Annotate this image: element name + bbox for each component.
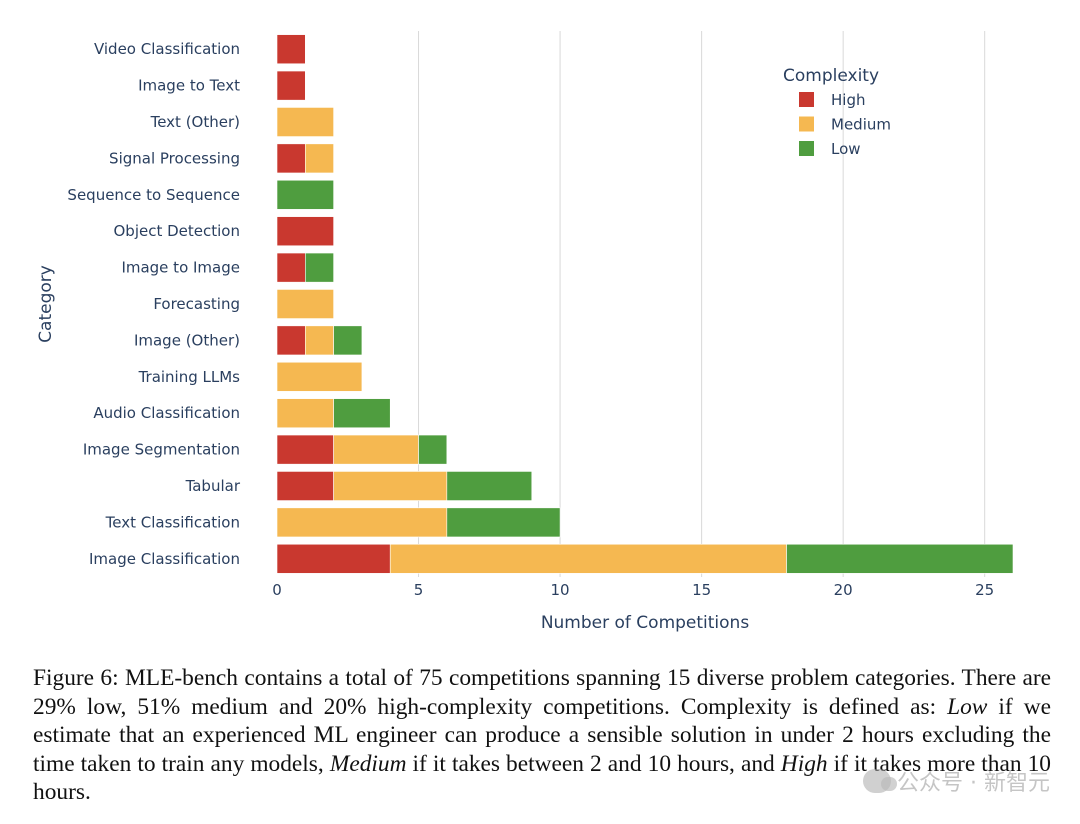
y-tick-sequence-to-sequence: Sequence to Sequence — [67, 186, 240, 204]
bar-image-other-high — [276, 325, 306, 356]
legend: Complexity High Medium Low — [783, 66, 891, 158]
caption-part1: Figure 6: MLE-bench contains a total of … — [33, 665, 1051, 720]
bar-forecasting-medium — [276, 289, 334, 319]
y-tick-forecasting: Forecasting — [153, 295, 240, 313]
bar-image-to-text-high — [276, 70, 306, 101]
caption-medium-term: Medium — [329, 750, 407, 777]
bar-image-classification-low — [786, 543, 1014, 574]
legend-label-medium: Medium — [831, 116, 891, 134]
y-tick-text-other: Text (Other) — [150, 113, 240, 131]
bar-image-segmentation-low — [418, 434, 448, 465]
bar-audio-classification-low — [333, 398, 391, 429]
bar-text-other-medium — [276, 107, 334, 137]
bar-audio-classification-medium — [276, 398, 334, 429]
y-tick-labels: Video Classification Image to Text Text (O… — [67, 40, 240, 568]
figure-caption: Figure 6: MLE-bench contains a total of … — [33, 664, 1051, 807]
bar-object-detection-high — [276, 216, 334, 247]
bar-image-other-low — [333, 325, 363, 356]
legend-swatch-high — [799, 92, 814, 107]
x-tick-25: 25 — [975, 581, 994, 599]
watermark: 公众号 · 新智元 — [863, 765, 1050, 797]
y-tick-training-llms: Training LLMs — [138, 368, 241, 386]
x-tick-0: 0 — [272, 581, 282, 599]
y-tick-text-classification: Text Classification — [105, 513, 240, 531]
bar-signal-processing-medium — [305, 143, 334, 174]
bar-video-classification-high — [276, 34, 306, 65]
bar-training-llms-medium — [276, 361, 363, 392]
x-tick-10: 10 — [551, 581, 570, 599]
caption-part2: if we estimate that an experienced ML en… — [33, 693, 1051, 777]
caption-part3: if it takes between 2 and 10 hours, and — [406, 750, 781, 777]
y-axis-title: Category — [36, 265, 56, 343]
bar-tabular-low — [446, 471, 533, 501]
x-tick-20: 20 — [834, 581, 853, 599]
x-tick-labels: 0 5 10 15 20 25 — [272, 581, 994, 599]
bar-image-to-image-high — [276, 252, 306, 283]
caption-low-term: Low — [947, 693, 988, 720]
y-tick-image-other: Image (Other) — [134, 331, 240, 349]
legend-label-low: Low — [831, 140, 861, 158]
y-tick-signal-processing: Signal Processing — [109, 149, 240, 167]
y-tick-image-to-text: Image to Text — [138, 77, 240, 95]
legend-label-high: High — [831, 91, 865, 109]
y-tick-audio-classification: Audio Classification — [93, 404, 240, 422]
x-tick-5: 5 — [414, 581, 424, 599]
y-tick-image-classification: Image Classification — [89, 550, 240, 568]
bar-image-classification-high — [276, 543, 391, 574]
watermark-text: 公众号 · 新智元 — [897, 771, 1050, 796]
caption-high-term: High — [780, 750, 828, 777]
bar-image-classification-medium — [389, 543, 787, 574]
y-tick-tabular: Tabular — [185, 477, 241, 495]
stacked-bar-chart: Video Classification Image to Text Text (O… — [36, 31, 1014, 633]
bar-sequence-to-sequence-low — [276, 179, 334, 210]
bar-image-segmentation-medium — [333, 434, 419, 465]
bar-tabular-high — [276, 471, 334, 501]
bars — [276, 34, 1014, 574]
bar-text-classification-medium — [276, 507, 448, 538]
legend-title: Complexity — [783, 66, 879, 86]
y-tick-object-detection: Object Detection — [114, 222, 241, 240]
bar-text-classification-low — [446, 507, 561, 538]
bar-tabular-medium — [333, 471, 448, 501]
legend-swatch-medium — [799, 116, 814, 132]
bar-image-other-medium — [305, 325, 334, 356]
x-axis-title: Number of Competitions — [541, 613, 750, 633]
bar-image-to-image-low — [305, 252, 334, 283]
wechat-icon — [863, 769, 898, 793]
x-tick-15: 15 — [692, 581, 711, 599]
legend-swatch-low — [799, 141, 814, 156]
y-tick-image-to-image: Image to Image — [121, 259, 240, 277]
y-tick-image-segmentation: Image Segmentation — [83, 441, 240, 459]
bar-signal-processing-high — [276, 143, 306, 174]
bar-image-segmentation-high — [276, 434, 334, 465]
y-tick-video-classification: Video Classification — [94, 40, 240, 58]
